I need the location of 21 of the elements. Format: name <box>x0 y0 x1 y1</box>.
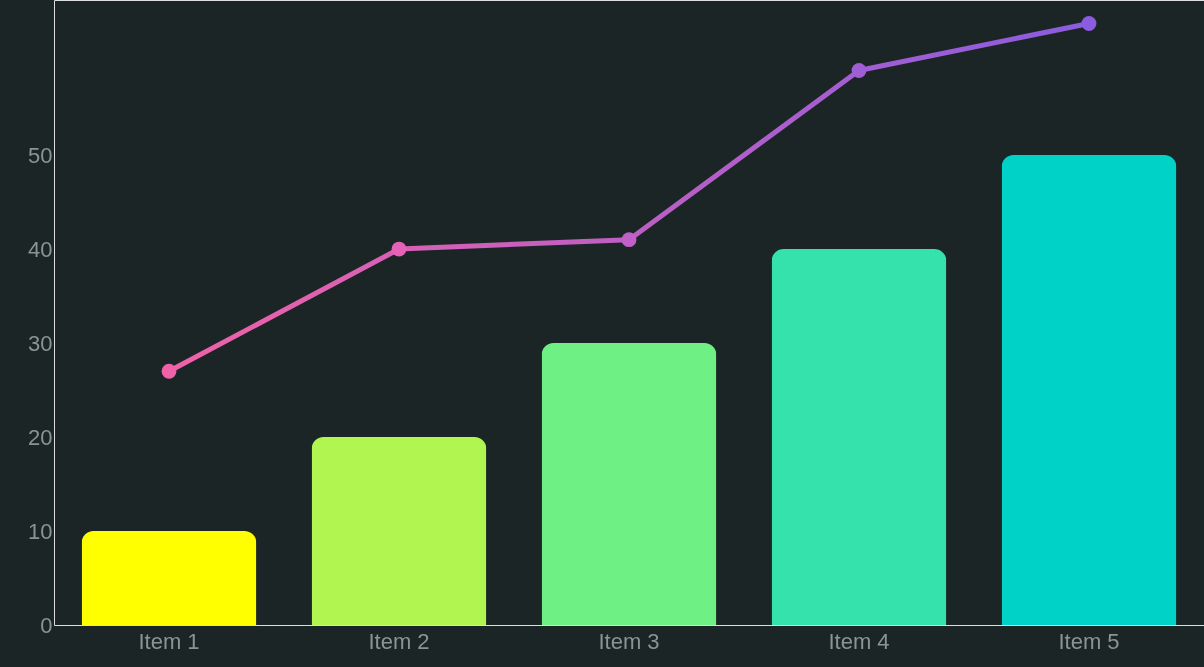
y-tick-label: 10 <box>28 518 53 544</box>
x-tick-label: Item 4 <box>828 628 890 654</box>
point <box>161 363 177 379</box>
point <box>391 241 407 257</box>
x-tick-label: Item 5 <box>1058 628 1120 654</box>
y-tick-label: 50 <box>28 142 53 168</box>
point <box>1081 16 1097 31</box>
x-tick-label: Item 1 <box>138 628 200 654</box>
point <box>621 232 637 248</box>
x-tick-label: Item 3 <box>598 628 660 654</box>
bar <box>311 437 487 625</box>
y-tick-label: 40 <box>28 236 53 262</box>
y-tick-label: 0 <box>40 612 53 638</box>
bar <box>541 343 717 625</box>
bar <box>771 249 947 625</box>
y-tick-label: 20 <box>28 424 53 450</box>
bar <box>1001 155 1177 625</box>
y-tick-label: 30 <box>28 330 53 356</box>
point <box>851 63 867 78</box>
x-tick-label: Item 2 <box>368 628 430 654</box>
bar <box>81 531 257 625</box>
